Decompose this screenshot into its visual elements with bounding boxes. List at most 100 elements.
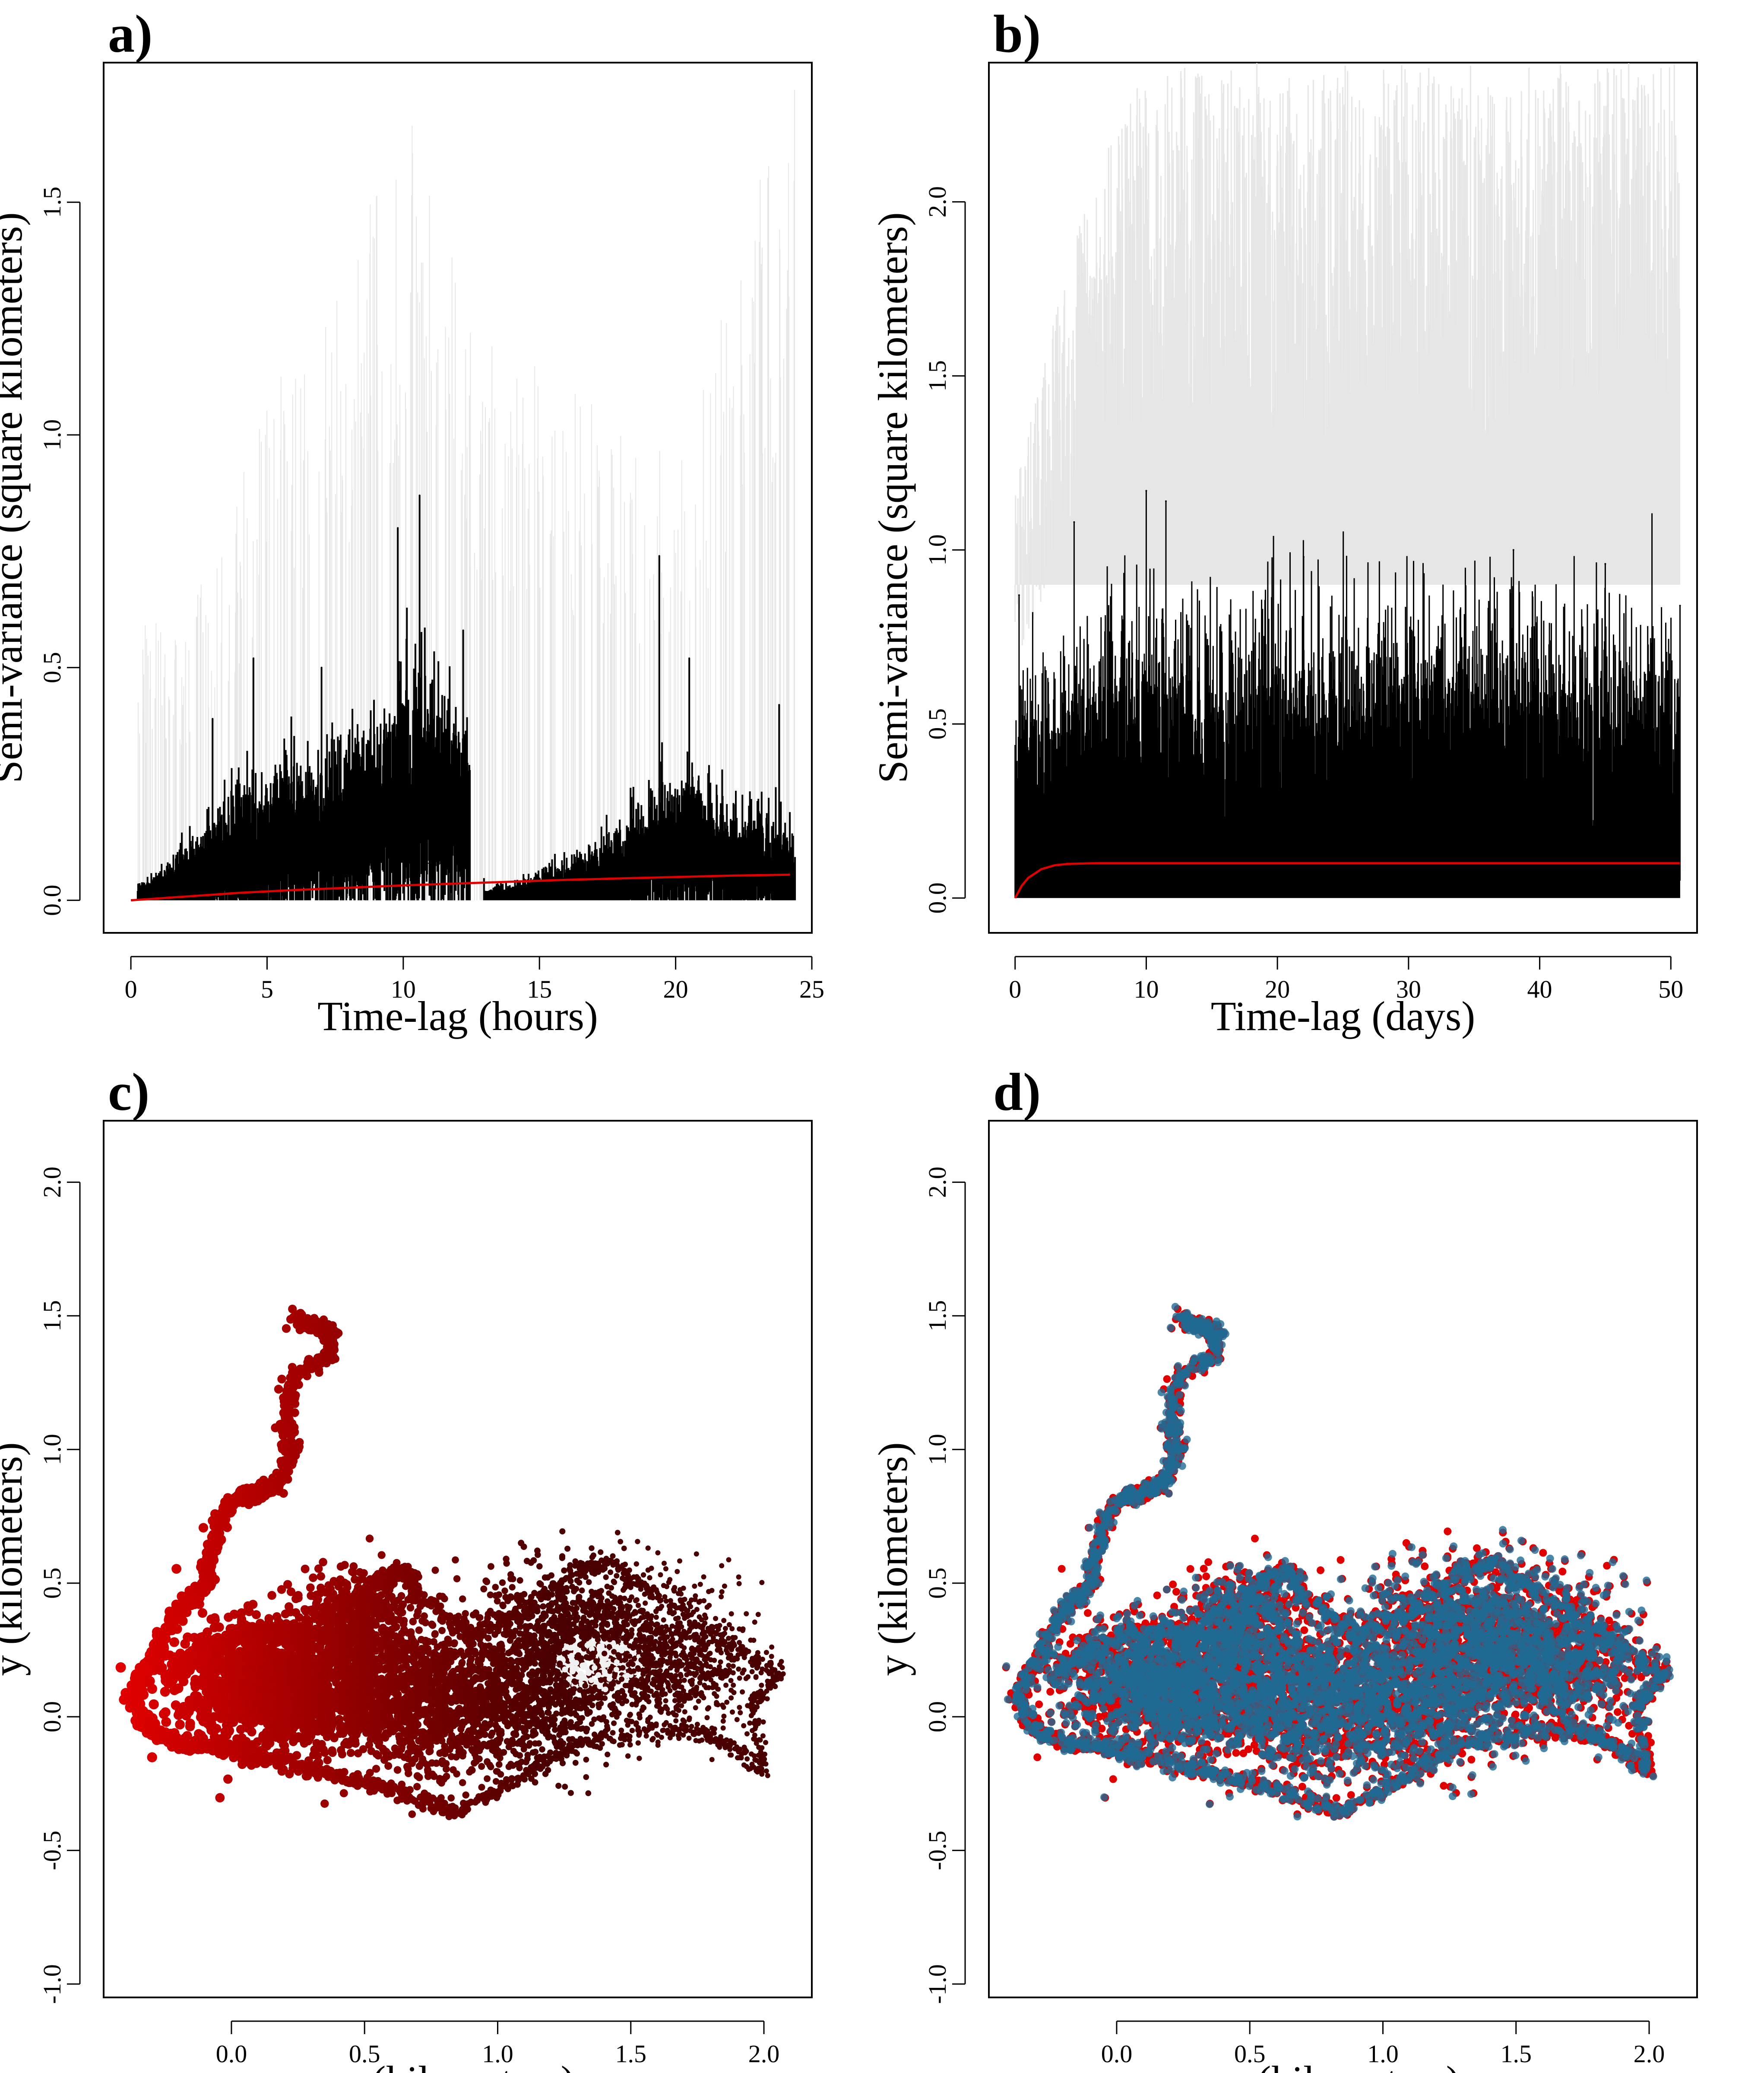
location-point: [198, 1608, 207, 1618]
location-point: [727, 1747, 732, 1752]
location-point: [323, 1756, 332, 1764]
location-point: [324, 1338, 333, 1346]
location-point: [338, 1750, 346, 1758]
location-point: [228, 1671, 237, 1680]
location-point: [292, 1721, 301, 1729]
y-axis-title: Semi-variance (square kilometers): [870, 212, 916, 783]
location-point: [315, 1744, 323, 1753]
location-point: [374, 1732, 382, 1740]
location-point: [373, 1750, 380, 1758]
location-point: [414, 1649, 421, 1656]
y-tick-label: 2.0: [923, 186, 951, 218]
location-point: [256, 1746, 265, 1755]
location-point: [730, 1635, 735, 1640]
location-point: [278, 1748, 286, 1757]
x-tick-label: 40: [1527, 975, 1552, 1003]
location-point: [181, 1669, 191, 1679]
location-point: [577, 1566, 583, 1572]
location-point: [217, 1689, 227, 1699]
location-point: [364, 1686, 373, 1695]
x-tick-label: 1.5: [615, 2040, 647, 2068]
location-point: [340, 1740, 348, 1748]
semivariance-peak: [419, 494, 421, 496]
location-point: [752, 1733, 757, 1738]
location-point: [432, 1566, 439, 1574]
location-point: [687, 1736, 692, 1741]
y-axis-title: y (kilometers): [0, 1442, 31, 1676]
location-point: [279, 1740, 288, 1749]
location-point: [194, 1729, 203, 1739]
location-point: [744, 1749, 749, 1754]
location-point: [278, 1477, 287, 1485]
location-point: [248, 1676, 257, 1685]
location-point: [340, 1789, 348, 1797]
location-point: [223, 1493, 233, 1502]
location-point: [415, 1626, 423, 1634]
location-point: [189, 1739, 198, 1748]
location-point: [394, 1766, 402, 1774]
location-point: [286, 1691, 295, 1700]
location-point: [243, 1724, 252, 1733]
location-point: [400, 1617, 408, 1625]
panel-label: b): [993, 4, 1041, 63]
location-point: [385, 1753, 393, 1760]
location-point: [315, 1368, 323, 1377]
location-point: [646, 1546, 651, 1551]
location-point: [215, 1793, 225, 1803]
location-point: [422, 1637, 429, 1644]
y-tick-label: 0.0: [923, 882, 951, 914]
semivariance-peak: [397, 527, 399, 529]
location-point: [309, 1750, 318, 1759]
location-point: [222, 1680, 231, 1690]
x-axis-title: Time-lag (hours): [317, 993, 598, 1039]
semivariance-peak: [1018, 594, 1020, 596]
location-point: [250, 1653, 260, 1662]
location-point: [263, 1480, 272, 1489]
location-point: [135, 1674, 146, 1684]
location-point: [324, 1659, 332, 1667]
location-point: [369, 1668, 377, 1676]
location-point: [202, 1687, 211, 1696]
location-point: [717, 1745, 722, 1750]
location-point: [238, 1733, 247, 1742]
location-point: [642, 1591, 647, 1597]
location-point: [185, 1718, 195, 1728]
location-point: [737, 1640, 742, 1645]
location-point: [201, 1650, 210, 1659]
location-point: [335, 1715, 343, 1723]
location-point: [169, 1685, 179, 1695]
location-point: [275, 1675, 284, 1684]
location-point: [282, 1324, 291, 1333]
location-point: [466, 1626, 472, 1633]
x-axis-title: Time-lag (days): [1211, 993, 1475, 1039]
location-point: [175, 1720, 185, 1730]
location-point: [285, 1730, 294, 1738]
y-tick-label: 1.0: [38, 419, 66, 451]
location-point: [736, 1575, 741, 1580]
semivariance-peak: [1145, 490, 1147, 491]
location-point: [171, 1564, 181, 1574]
location-point: [218, 1702, 228, 1712]
location-point: [295, 1706, 303, 1715]
location-point: [273, 1696, 282, 1705]
location-point: [288, 1669, 297, 1678]
location-point: [161, 1676, 171, 1686]
location-point: [155, 1636, 165, 1646]
location-point: [184, 1707, 194, 1717]
location-point: [424, 1792, 432, 1800]
location-point: [320, 1800, 329, 1808]
location-point: [767, 1670, 772, 1676]
location-point: [715, 1737, 720, 1742]
location-point: [130, 1699, 140, 1709]
y-axis-title: Semi-variance (square kilometers): [0, 212, 31, 783]
location-point: [420, 1800, 427, 1807]
location-point: [228, 1742, 238, 1752]
location-point: [760, 1696, 765, 1701]
location-point: [700, 1737, 705, 1743]
location-point: [149, 1699, 158, 1709]
location-point: [765, 1696, 770, 1702]
semivariance-peak: [253, 657, 254, 659]
location-point: [362, 1729, 371, 1737]
location-point: [267, 1756, 276, 1765]
location-point: [468, 1799, 475, 1806]
